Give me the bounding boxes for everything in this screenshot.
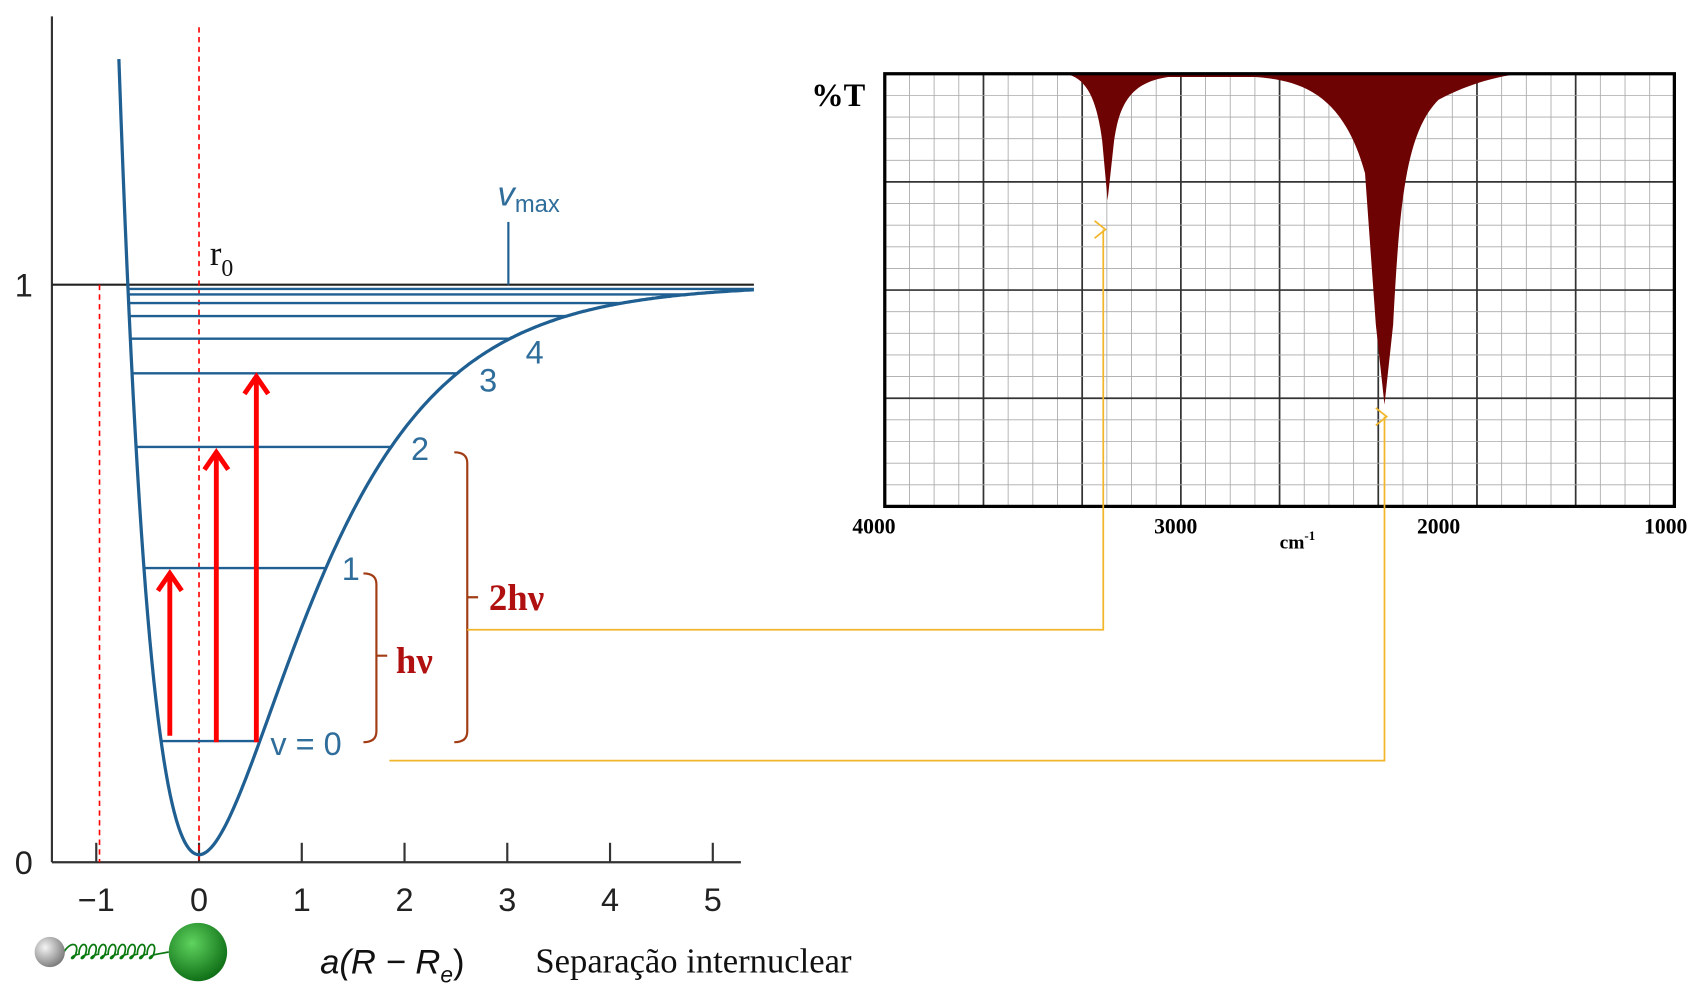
- x-tick-label: 5: [704, 882, 722, 918]
- y-tick-label: 0: [15, 845, 33, 881]
- connector-head: [1375, 407, 1389, 426]
- x-tick-label: −1: [78, 882, 115, 918]
- transition-label: hν: [396, 640, 433, 681]
- absorption-band: [1065, 73, 1520, 405]
- vmax-sub: max: [515, 191, 560, 218]
- label-sub: e: [440, 961, 453, 987]
- level-label: 4: [526, 335, 544, 371]
- arrow-head: [155, 569, 184, 593]
- label-pre: a(R − R: [320, 944, 440, 982]
- atom-small: [34, 936, 65, 968]
- spectrum-x-unit: cm-1: [1280, 528, 1316, 554]
- level-label: 1: [342, 551, 360, 587]
- label-post: ): [453, 944, 465, 982]
- spectrum-frame: [883, 72, 1676, 509]
- vmax-base: v: [498, 176, 517, 214]
- r0-label: r0: [210, 235, 233, 282]
- spring: [61, 943, 169, 960]
- vmax-label: vmax: [498, 176, 560, 218]
- x-tick-label: 2: [396, 882, 414, 918]
- connector-head: [1094, 220, 1107, 239]
- bracket: [363, 572, 388, 744]
- morse-curve: [117, 58, 754, 857]
- r0-base: r: [210, 235, 222, 273]
- x-tick-label: 0: [190, 882, 208, 918]
- spectrum-x-tick-label: 4000: [852, 514, 895, 538]
- connector: [389, 416, 1386, 762]
- x-tick-label: 1: [293, 882, 311, 918]
- level-label: 3: [479, 363, 497, 399]
- bracket: [454, 451, 479, 744]
- spectrum-x-tick-label: 1000: [1644, 514, 1687, 538]
- x-tick-label: 4: [601, 882, 619, 918]
- level-label: v = 0: [270, 726, 341, 762]
- unit-base: cm: [1280, 533, 1305, 554]
- transition-label: 2hν: [489, 577, 544, 618]
- level-label: 2: [411, 431, 429, 467]
- unit-sup: -1: [1304, 528, 1315, 543]
- spectrum-y-label: %T: [811, 78, 865, 114]
- y-tick-label: 1: [15, 268, 33, 304]
- connector: [467, 229, 1105, 631]
- spectrum-x-tick-label: 2000: [1417, 514, 1460, 538]
- x-axis-label: a(R − Re): [320, 944, 464, 988]
- spectrum-x-tick-label: 3000: [1154, 514, 1197, 538]
- arrow-head: [202, 448, 231, 472]
- r0-sub: 0: [221, 256, 233, 282]
- x-tick-label: 3: [498, 882, 516, 918]
- x-axis-caption: Separação internuclear: [535, 943, 852, 981]
- arrow-head: [242, 372, 271, 396]
- atom-large: [168, 922, 228, 982]
